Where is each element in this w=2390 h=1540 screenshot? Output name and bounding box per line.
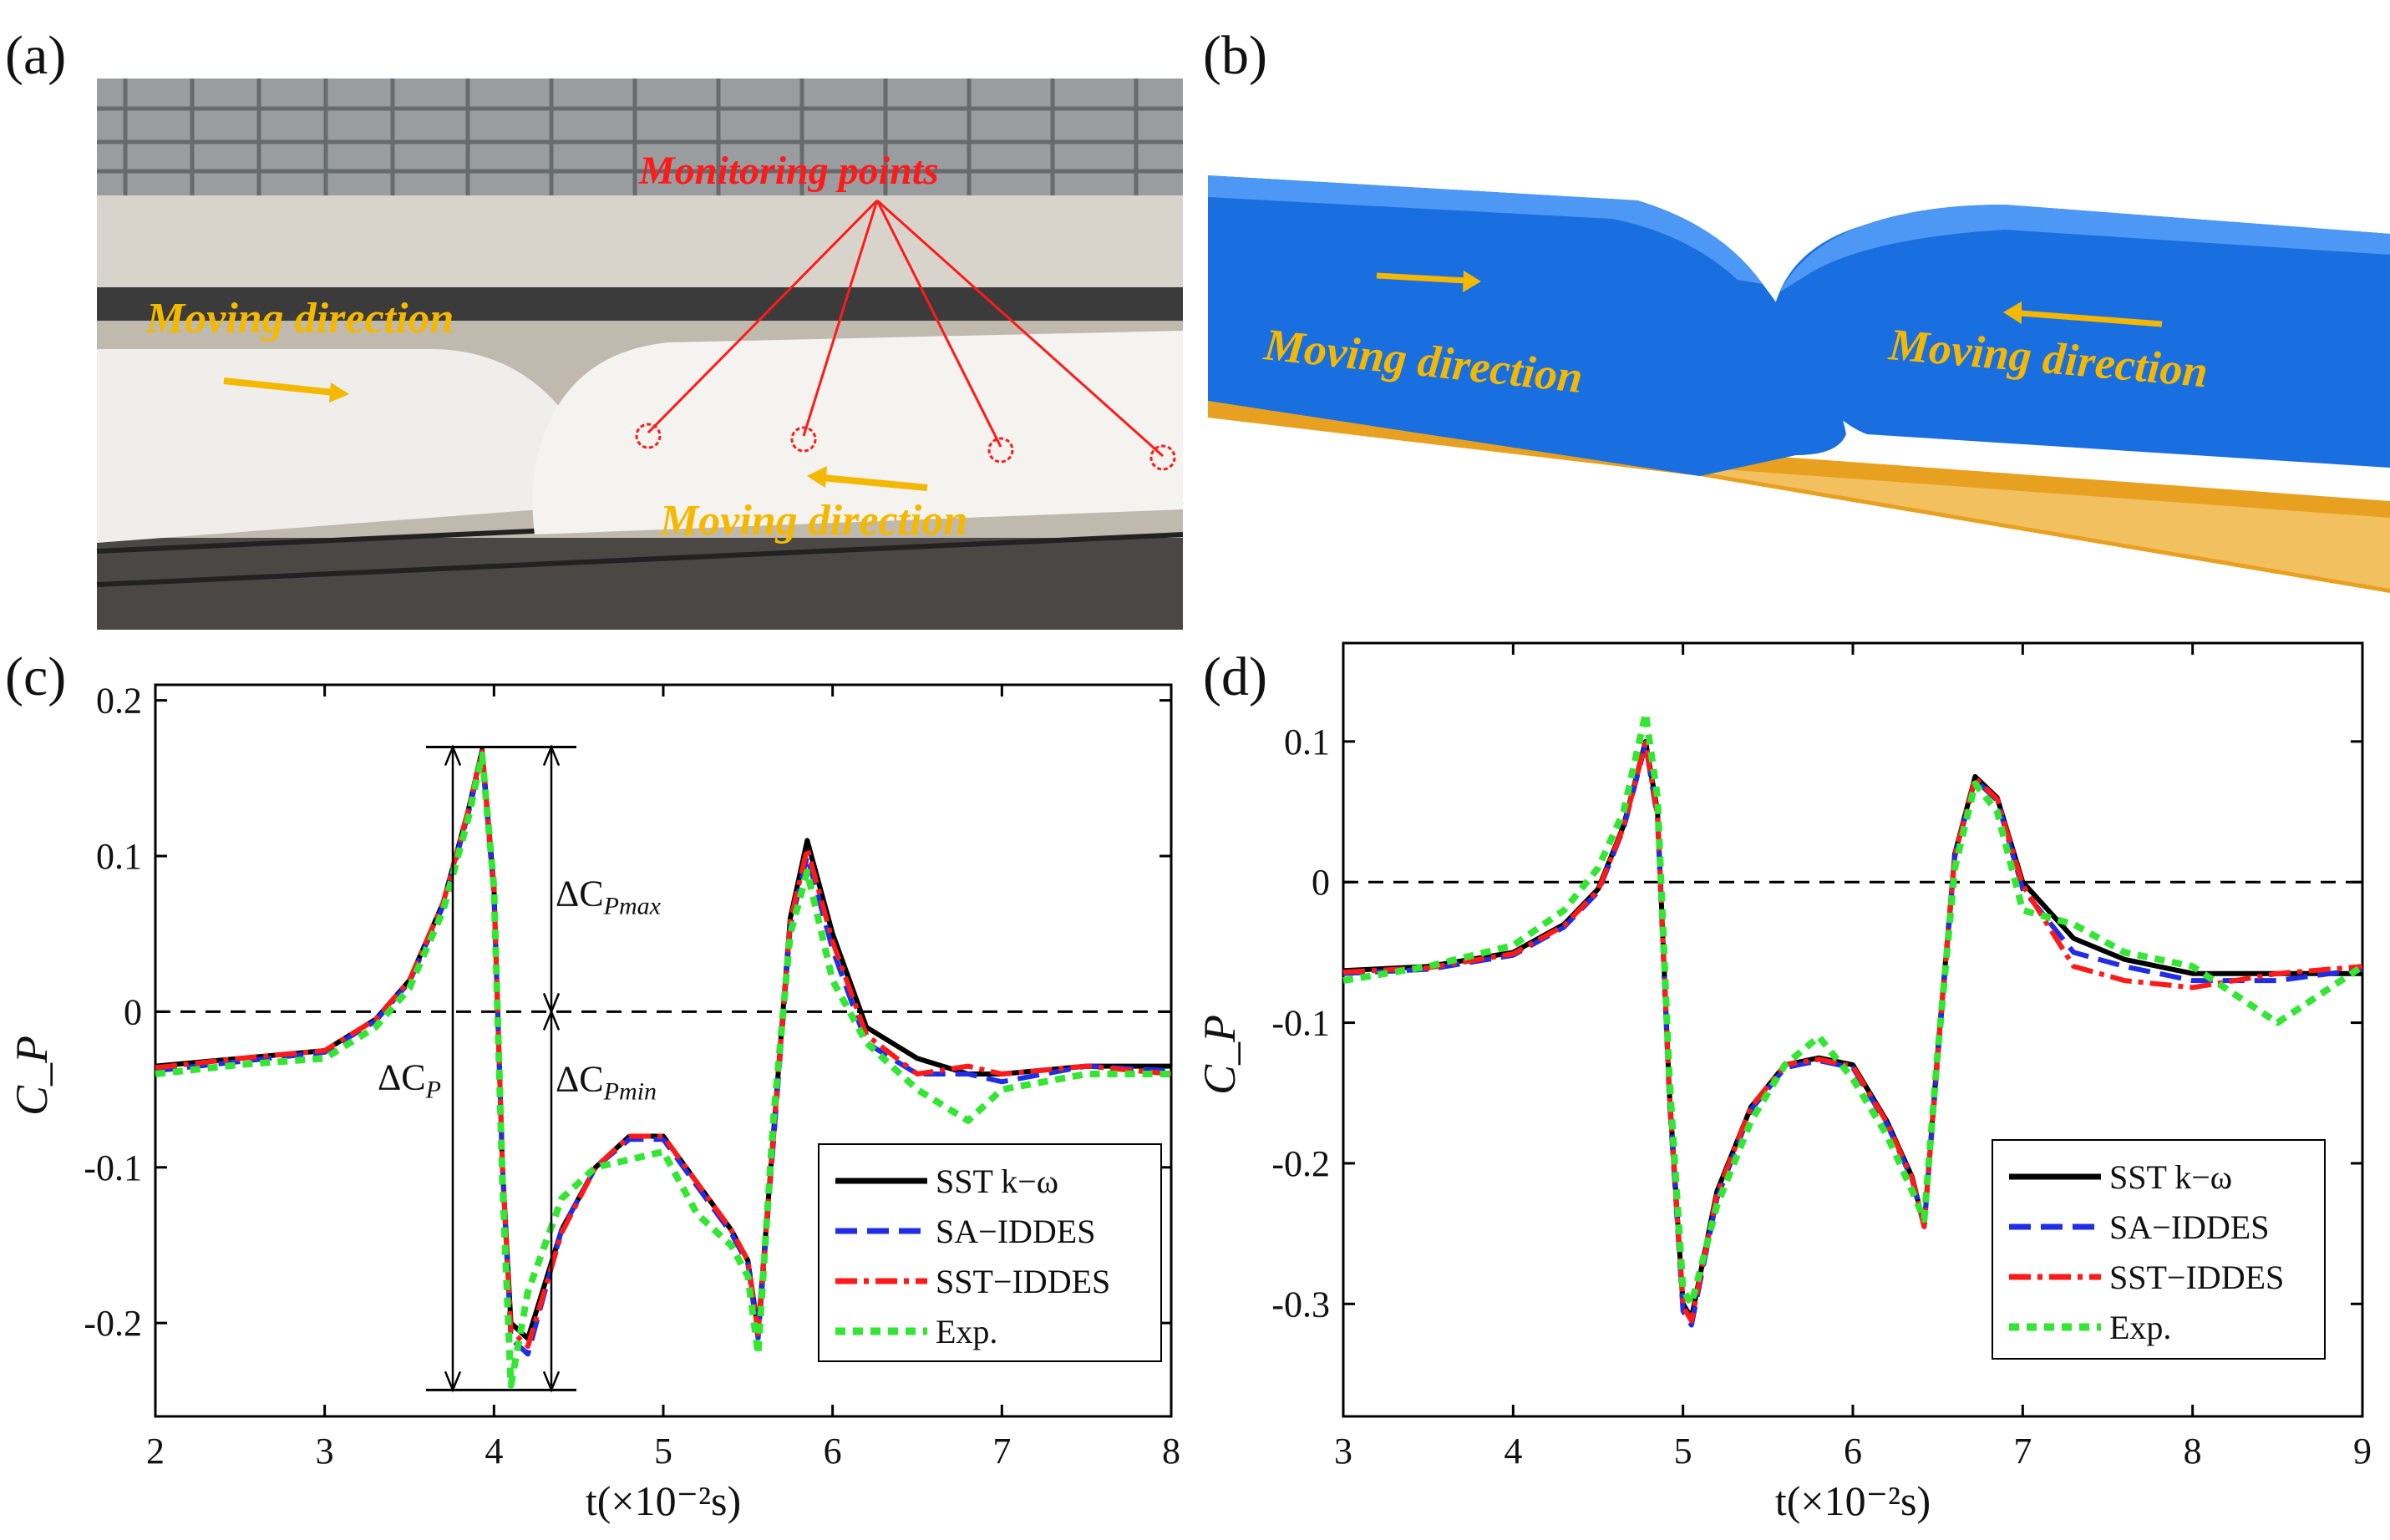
panel-a-moving-label-1: Moving direction bbox=[145, 295, 454, 342]
right-train-model bbox=[532, 331, 1183, 534]
monitoring-point-2 bbox=[790, 426, 817, 453]
x-tick-label: 7 bbox=[992, 1431, 1011, 1472]
y-tick-label: 0.1 bbox=[1284, 722, 1330, 762]
delta-cpmin-label: ΔCPmin bbox=[556, 1058, 657, 1105]
y-tick-label: 0 bbox=[1312, 862, 1330, 903]
panel-c-label: (c) bbox=[5, 646, 66, 707]
x-tick-label: 3 bbox=[1334, 1431, 1352, 1472]
legend-label: Exp. bbox=[2109, 1309, 2171, 1346]
x-axis-label: t(×10⁻²s) bbox=[586, 1477, 741, 1524]
panel-a-label: (a) bbox=[5, 25, 66, 86]
legend: SST k−ω SA−IDDES SST−IDDES Exp. bbox=[818, 1143, 1162, 1362]
legend: SST k−ω SA−IDDES SST−IDDES Exp. bbox=[1992, 1139, 2326, 1360]
x-tick-label: 3 bbox=[316, 1431, 334, 1472]
y-tick-label: -0.1 bbox=[1271, 1003, 1330, 1044]
monitoring-point-3 bbox=[987, 437, 1014, 464]
x-tick-label: 2 bbox=[146, 1431, 165, 1472]
chart-d: (d) 3 4 5 6 7 8 9 0.1 0 -0.1 -0.2 -0.3 t(×10⁻²s) C_P S… bbox=[1195, 641, 2372, 1524]
series-exp-line bbox=[155, 751, 1171, 1389]
panel-a-photo: Monitoring points Moving direction Movin… bbox=[96, 79, 1184, 630]
legend-label: SST k−ω bbox=[2109, 1158, 2232, 1196]
y-tick-label: 0 bbox=[124, 991, 142, 1032]
legend-label: Exp. bbox=[936, 1313, 997, 1350]
delta-cpmax-label: ΔCPmax bbox=[556, 874, 662, 920]
delta-cp-label: ΔCP bbox=[378, 1056, 441, 1103]
y-tick-label: 0.2 bbox=[96, 681, 142, 722]
y-tick-label: -0.2 bbox=[1271, 1143, 1330, 1184]
x-tick-label: 5 bbox=[1674, 1431, 1692, 1472]
y-tick-label: 0.1 bbox=[96, 836, 142, 877]
panel-b-arrow-right bbox=[1376, 272, 1467, 284]
y-axis-label: C_P bbox=[1195, 1015, 1245, 1095]
panel-b-label: (b) bbox=[1203, 25, 1267, 86]
y-tick-label: -0.2 bbox=[84, 1303, 142, 1344]
x-tick-label: 6 bbox=[824, 1431, 842, 1472]
monitoring-point-4 bbox=[1149, 444, 1176, 471]
x-tick-label: 7 bbox=[2013, 1431, 2032, 1472]
y-tick-label: -0.3 bbox=[1271, 1284, 1330, 1325]
chart-c: (c) 2 3 4 5 6 7 8 0.2 0.1 0 -0.1 -0.2 t(×10⁻²s) C_P SS… bbox=[5, 646, 1180, 1524]
track-ground bbox=[1208, 401, 2390, 593]
panel-a-arrow-left bbox=[821, 474, 928, 491]
panel-b: (b) Moving direction Moving direction bbox=[1203, 25, 2390, 593]
panel-a: (a) bbox=[5, 25, 1184, 630]
x-tick-label: 6 bbox=[1844, 1431, 1862, 1472]
legend-label: SST k−ω bbox=[936, 1163, 1058, 1200]
x-axis-label: t(×10⁻²s) bbox=[1775, 1477, 1931, 1524]
panel-b-arrow-left bbox=[2019, 310, 2163, 327]
monitoring-points-label: Monitoring points bbox=[638, 149, 939, 193]
panel-a-arrow-right bbox=[223, 377, 335, 396]
x-tick-label: 8 bbox=[1162, 1431, 1180, 1472]
y-axis-label: C_P bbox=[7, 1036, 57, 1116]
delta-annotations: ΔCP ΔCPmax ΔCPmin bbox=[378, 744, 662, 1393]
left-train-model bbox=[97, 349, 587, 543]
x-tick-label: 4 bbox=[1504, 1431, 1522, 1472]
legend-label: SST−IDDES bbox=[2109, 1259, 2284, 1296]
x-tick-label: 4 bbox=[485, 1431, 503, 1472]
monitoring-leader-lines bbox=[647, 199, 1165, 458]
panel-b-model: Moving direction Moving direction bbox=[1208, 175, 2390, 593]
monitoring-point-1 bbox=[635, 423, 662, 449]
right-train-cfd bbox=[1771, 205, 2390, 468]
x-tick-label: 9 bbox=[2353, 1431, 2372, 1472]
y-tick-label: -0.1 bbox=[84, 1147, 142, 1188]
x-tick-label: 8 bbox=[2184, 1431, 2202, 1472]
legend-label: SST−IDDES bbox=[936, 1263, 1110, 1300]
legend-label: SA−IDDES bbox=[936, 1213, 1095, 1250]
panel-d-label: (d) bbox=[1203, 646, 1267, 707]
left-train-cfd bbox=[1208, 175, 1846, 476]
x-tick-label: 5 bbox=[654, 1431, 672, 1472]
series-sstiddes-line bbox=[1342, 740, 2363, 1324]
legend-label: SA−IDDES bbox=[2109, 1208, 2269, 1246]
panel-a-moving-label-2: Moving direction bbox=[659, 497, 967, 545]
